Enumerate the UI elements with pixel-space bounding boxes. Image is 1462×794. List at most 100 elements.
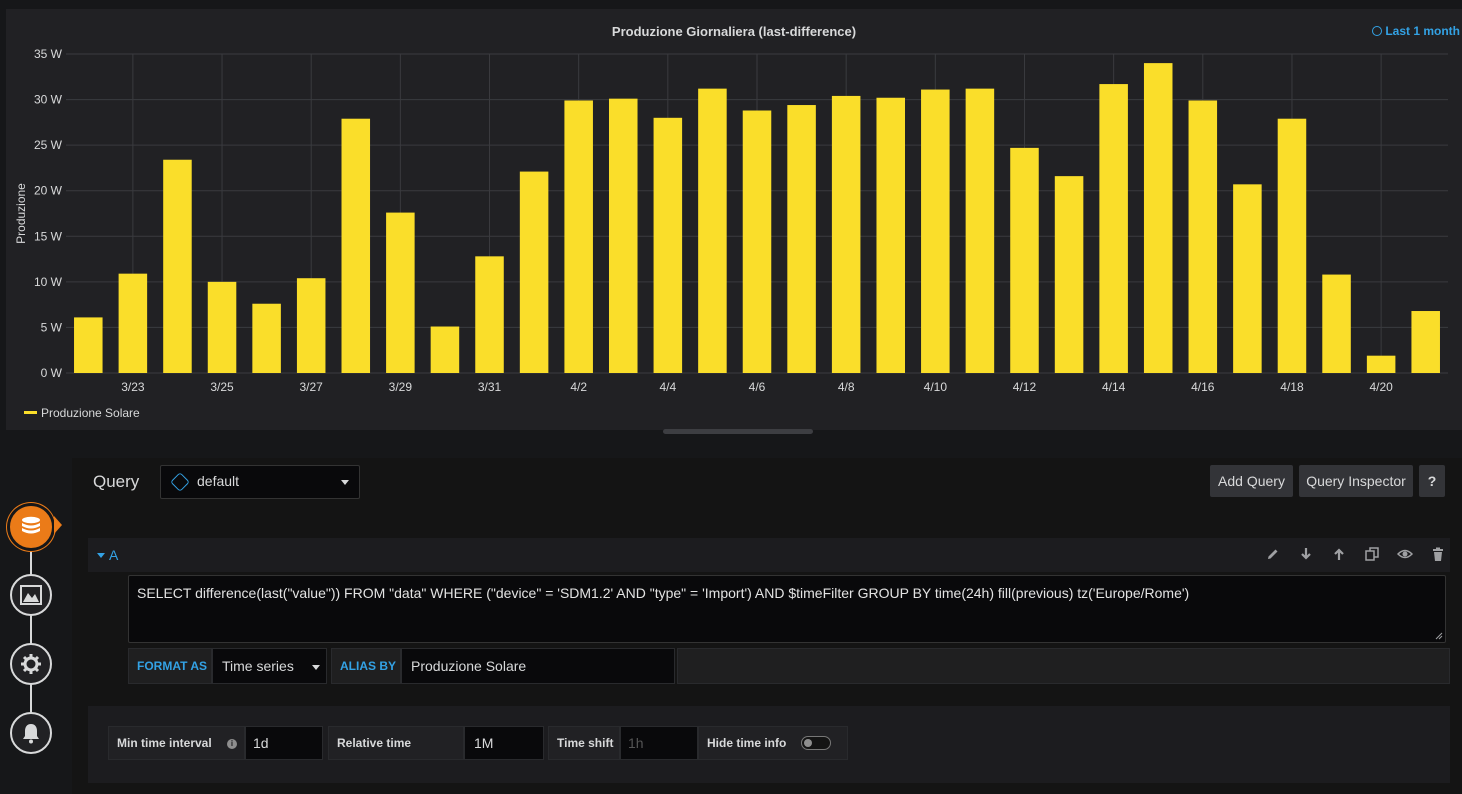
hide-time-info-toggle[interactable]	[801, 736, 831, 750]
x-tick-label: 4/18	[1280, 380, 1304, 394]
alias-by-input[interactable]: Produzione Solare	[401, 648, 675, 684]
y-tick-label: 35 W	[34, 47, 63, 61]
query-inspector-button[interactable]: Query Inspector	[1299, 465, 1413, 497]
bar[interactable]	[296, 278, 326, 373]
x-tick-label: 4/16	[1191, 380, 1215, 394]
relative-time-label: Relative time	[328, 726, 464, 760]
alert-tab[interactable]	[10, 712, 52, 754]
cog-icon	[21, 654, 41, 674]
bar[interactable]	[608, 98, 638, 373]
trash-icon[interactable]	[1430, 546, 1446, 562]
y-tick-label: 20 W	[34, 184, 63, 198]
caret-down-icon	[312, 665, 320, 670]
editor-tab-rail	[0, 458, 62, 794]
bar[interactable]	[1366, 355, 1396, 373]
raw-query-text: SELECT difference(last("value")) FROM "d…	[137, 585, 1190, 601]
datasource-value: default	[197, 473, 240, 489]
query-heading: Query	[93, 472, 140, 491]
bar[interactable]	[876, 97, 906, 374]
x-tick-label: 4/12	[1013, 380, 1037, 394]
bar[interactable]	[1010, 147, 1039, 373]
chart-area-icon	[20, 585, 42, 605]
y-axis-label: Produzione	[14, 183, 28, 244]
bar[interactable]	[1322, 274, 1351, 373]
x-tick-label: 4/10	[924, 380, 948, 394]
bar[interactable]	[921, 89, 950, 373]
x-tick-label: 4/14	[1102, 380, 1126, 394]
resize-grip-icon[interactable]	[1435, 632, 1443, 640]
bar[interactable]	[831, 95, 861, 373]
bar[interactable]	[564, 100, 593, 374]
x-tick-label: 4/2	[570, 380, 587, 394]
bar[interactable]	[519, 171, 549, 373]
bar[interactable]	[1099, 84, 1128, 373]
bar[interactable]	[163, 159, 192, 373]
bar[interactable]	[252, 303, 281, 373]
bar[interactable]	[653, 117, 683, 373]
query-row-actions	[1265, 546, 1446, 562]
min-interval-label: Min time interval i	[108, 726, 245, 760]
query-editor: Query default Add Query Query Inspector …	[72, 458, 1462, 794]
x-tick-label: 3/29	[389, 380, 413, 394]
bar[interactable]	[1233, 184, 1262, 373]
y-tick-label: 10 W	[34, 275, 63, 289]
active-tab-indicator	[54, 516, 62, 534]
query-ref-id[interactable]: A	[109, 547, 119, 563]
time-shift-label: Time shift	[548, 726, 620, 760]
bar[interactable]	[1143, 63, 1173, 373]
query-row-header[interactable]: A	[88, 538, 1450, 572]
bar[interactable]	[118, 273, 148, 373]
raw-query-textarea[interactable]: SELECT difference(last("value")) FROM "d…	[128, 575, 1446, 643]
legend-swatch	[24, 411, 37, 414]
relative-time-input[interactable]: 1M	[464, 726, 544, 760]
min-interval-input[interactable]: 1d	[245, 726, 323, 760]
legend-item[interactable]: Produzione Solare	[24, 406, 140, 420]
panel-resize-handle[interactable]	[663, 429, 813, 434]
format-as-value: Time series	[222, 658, 294, 674]
legend-label: Produzione Solare	[41, 406, 140, 420]
bar[interactable]	[430, 326, 460, 373]
y-tick-label: 15 W	[34, 229, 63, 243]
time-shift-input[interactable]: 1h	[620, 726, 698, 760]
y-tick-label: 5 W	[41, 320, 63, 334]
y-tick-label: 0 W	[41, 366, 63, 380]
x-tick-label: 4/20	[1369, 380, 1393, 394]
datasource-picker[interactable]: default	[160, 465, 360, 499]
x-tick-label: 3/23	[121, 380, 145, 394]
bar[interactable]	[1054, 176, 1084, 373]
bar[interactable]	[74, 317, 103, 373]
x-tick-label: 3/27	[300, 380, 324, 394]
move-up-icon[interactable]	[1331, 546, 1347, 562]
bar[interactable]	[1411, 311, 1440, 373]
move-down-icon[interactable]	[1298, 546, 1314, 562]
pencil-icon[interactable]	[1265, 546, 1281, 562]
datasource-icon	[170, 472, 190, 492]
time-info: Last 1 month	[1372, 24, 1460, 38]
bar[interactable]	[1277, 118, 1307, 373]
eye-icon[interactable]	[1396, 546, 1414, 562]
panel-title[interactable]: Produzione Giornaliera (last-difference)	[611, 24, 857, 39]
bar[interactable]	[386, 212, 415, 373]
bar[interactable]	[341, 118, 371, 373]
bar-chart: 0 W 5 W 10 W 15 W 20 W 25 W 30 W 35 W 3/23 3/25 3/…	[14, 47, 1448, 394]
x-tick-label: 4/8	[838, 380, 855, 394]
query-options: Min time interval i 1d Relative time 1M …	[88, 706, 1450, 783]
bar[interactable]	[742, 110, 772, 373]
bar[interactable]	[965, 88, 995, 374]
y-tick-label: 30 W	[34, 93, 63, 107]
help-button[interactable]: ?	[1419, 465, 1445, 497]
general-tab[interactable]	[10, 643, 52, 685]
info-icon[interactable]: i	[227, 739, 237, 749]
queries-tab[interactable]	[10, 506, 52, 548]
format-as-select[interactable]: Time series	[212, 648, 327, 684]
duplicate-icon[interactable]	[1364, 546, 1380, 562]
database-icon	[22, 516, 40, 534]
bar[interactable]	[787, 105, 816, 373]
add-query-button[interactable]: Add Query	[1210, 465, 1293, 497]
bar[interactable]	[475, 256, 504, 373]
bar[interactable]	[1188, 100, 1218, 374]
collapse-caret-icon[interactable]	[97, 553, 105, 558]
bar[interactable]	[698, 88, 727, 374]
bar[interactable]	[207, 281, 237, 373]
visualization-tab[interactable]	[10, 574, 52, 616]
